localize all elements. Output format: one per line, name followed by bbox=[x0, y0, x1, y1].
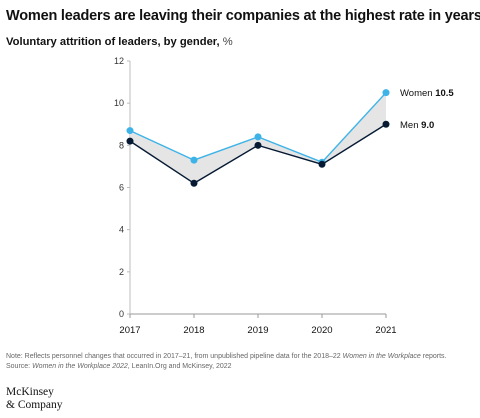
end-label-women: Women 10.5 bbox=[400, 88, 454, 99]
data-point-men bbox=[382, 120, 390, 128]
y-tick-label: 0 bbox=[119, 309, 124, 319]
subtitle-main: Voluntary attrition of leaders, by gende… bbox=[6, 36, 220, 48]
series-name: Men bbox=[400, 120, 421, 131]
note-report-title: Women in the Workplace bbox=[342, 353, 421, 360]
end-label-men: Men 9.0 bbox=[400, 120, 434, 131]
source-line: Source: Women in the Workplace 2022, Lea… bbox=[6, 362, 476, 372]
data-point-women bbox=[190, 156, 198, 164]
series-end-value: 9.0 bbox=[421, 120, 434, 131]
data-point-women bbox=[254, 133, 262, 141]
subtitle-unit: % bbox=[222, 36, 233, 48]
series-end-value: 10.5 bbox=[435, 88, 454, 99]
source-label: Source: bbox=[6, 362, 33, 370]
data-point-men bbox=[318, 160, 326, 168]
logo-line-1: McKinsey bbox=[6, 386, 54, 398]
logo-line-2: & Company bbox=[6, 399, 63, 411]
y-tick-label: 8 bbox=[119, 140, 124, 150]
x-tick-label: 2017 bbox=[119, 325, 140, 336]
x-tick-label: 2020 bbox=[311, 325, 332, 336]
chart-note: Note: Reflects personnel changes that oc… bbox=[6, 352, 476, 371]
series-name: Women bbox=[400, 88, 435, 99]
note-text-end: reports. bbox=[420, 353, 447, 360]
x-tick-label: 2019 bbox=[247, 325, 268, 336]
y-tick-label: 4 bbox=[119, 225, 124, 235]
y-tick-label: 6 bbox=[119, 183, 124, 193]
data-point-men bbox=[190, 179, 198, 187]
x-tick-label: 2021 bbox=[375, 325, 396, 336]
y-tick-label: 2 bbox=[119, 267, 124, 277]
source-report-title: Women in the Workplace 2022 bbox=[32, 362, 128, 370]
chart-subtitle: Voluntary attrition of leaders, by gende… bbox=[6, 36, 233, 48]
data-point-women bbox=[382, 89, 390, 97]
mckinsey-logo: McKinsey & Company bbox=[6, 386, 63, 412]
source-text: , LeanIn.Org and McKinsey, 2022 bbox=[127, 362, 232, 370]
y-tick-label: 10 bbox=[114, 98, 124, 108]
note-text: Note: Reflects personnel changes that oc… bbox=[6, 353, 343, 360]
line-chart: 0 2 4 6 8 10 12 2017 2018 2019 2020 2021 Women 10.5 M… bbox=[114, 56, 454, 336]
data-point-women bbox=[126, 127, 134, 135]
data-point-men bbox=[254, 141, 262, 149]
x-tick-label: 2018 bbox=[183, 325, 204, 336]
chart-title: Women leaders are leaving their companie… bbox=[6, 8, 480, 24]
data-point-men bbox=[126, 137, 134, 145]
y-tick-label: 12 bbox=[114, 56, 124, 66]
note-line: Note: Reflects personnel changes that oc… bbox=[6, 352, 476, 362]
